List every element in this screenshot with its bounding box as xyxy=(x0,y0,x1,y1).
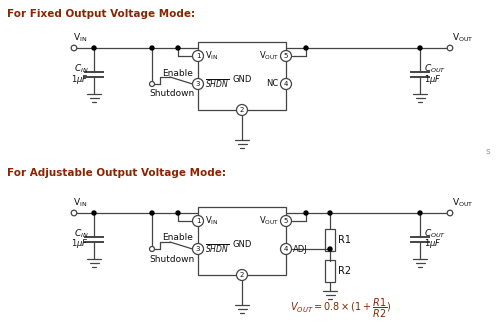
Circle shape xyxy=(192,79,203,89)
Text: For Adjustable Output Voltage Mode:: For Adjustable Output Voltage Mode: xyxy=(7,168,226,178)
Text: 4: 4 xyxy=(284,81,288,87)
Text: $\mathregular{V_{OUT}}$: $\mathregular{V_{OUT}}$ xyxy=(452,31,473,44)
Text: 1: 1 xyxy=(196,53,200,59)
Circle shape xyxy=(280,50,291,61)
Circle shape xyxy=(176,211,180,215)
Circle shape xyxy=(236,105,248,115)
Circle shape xyxy=(71,210,77,216)
Text: 2: 2 xyxy=(240,107,244,113)
Text: $1\mu F$: $1\mu F$ xyxy=(72,238,89,250)
Text: Enable: Enable xyxy=(162,234,193,243)
Text: $\mathregular{V_{IN}}$: $\mathregular{V_{IN}}$ xyxy=(73,196,87,209)
Circle shape xyxy=(418,211,422,215)
Text: $\overline{SHDN}$: $\overline{SHDN}$ xyxy=(205,243,229,255)
Circle shape xyxy=(328,247,332,251)
Circle shape xyxy=(150,46,154,50)
Text: Shutdown: Shutdown xyxy=(149,89,194,98)
Circle shape xyxy=(192,50,203,61)
Circle shape xyxy=(280,244,291,254)
Text: For Fixed Output Voltage Mode:: For Fixed Output Voltage Mode: xyxy=(7,9,195,19)
Circle shape xyxy=(92,211,96,215)
Text: $\mathregular{V_{OUT}}$: $\mathregular{V_{OUT}}$ xyxy=(259,50,279,62)
Text: 3: 3 xyxy=(196,246,200,252)
Circle shape xyxy=(304,46,308,50)
Text: R2: R2 xyxy=(338,266,351,276)
Text: $1\mu F$: $1\mu F$ xyxy=(424,238,442,250)
Circle shape xyxy=(92,46,96,50)
Text: $1\mu F$: $1\mu F$ xyxy=(424,73,442,85)
Text: 5: 5 xyxy=(284,53,288,59)
Text: $\mathregular{V_{IN}}$: $\mathregular{V_{IN}}$ xyxy=(205,215,218,227)
Text: 5: 5 xyxy=(284,218,288,224)
Bar xyxy=(325,260,335,282)
Circle shape xyxy=(150,82,154,86)
Circle shape xyxy=(447,45,453,51)
Circle shape xyxy=(192,244,203,254)
Circle shape xyxy=(150,247,154,251)
Circle shape xyxy=(280,79,291,89)
Text: s: s xyxy=(486,148,490,156)
Text: GND: GND xyxy=(232,75,252,84)
Circle shape xyxy=(304,211,308,215)
Circle shape xyxy=(447,210,453,216)
Text: Shutdown: Shutdown xyxy=(149,254,194,263)
Bar xyxy=(198,42,286,110)
Text: $\mathregular{V_{IN}}$: $\mathregular{V_{IN}}$ xyxy=(205,50,218,62)
Text: 2: 2 xyxy=(240,272,244,278)
Text: $\overline{SHDN}$: $\overline{SHDN}$ xyxy=(205,78,229,90)
Text: $C_{IN}$: $C_{IN}$ xyxy=(74,63,89,75)
Text: 1: 1 xyxy=(196,218,200,224)
Text: $C_{OUT}$: $C_{OUT}$ xyxy=(424,63,446,75)
Bar xyxy=(198,207,286,275)
Circle shape xyxy=(280,215,291,226)
Circle shape xyxy=(236,270,248,280)
Text: $\mathregular{V_{IN}}$: $\mathregular{V_{IN}}$ xyxy=(73,31,87,44)
Text: 4: 4 xyxy=(284,246,288,252)
Circle shape xyxy=(150,211,154,215)
Text: ADJ: ADJ xyxy=(293,245,308,253)
Text: $V_{OUT}=0.8\times(1+\dfrac{R1}{R2})$: $V_{OUT}=0.8\times(1+\dfrac{R1}{R2})$ xyxy=(290,297,392,320)
Text: R1: R1 xyxy=(338,235,351,245)
Text: $\mathregular{V_{OUT}}$: $\mathregular{V_{OUT}}$ xyxy=(259,215,279,227)
Circle shape xyxy=(328,211,332,215)
Circle shape xyxy=(418,46,422,50)
Text: $C_{IN}$: $C_{IN}$ xyxy=(74,228,89,240)
Bar xyxy=(325,229,335,251)
Text: Enable: Enable xyxy=(162,69,193,78)
Circle shape xyxy=(192,215,203,226)
Text: GND: GND xyxy=(232,240,252,249)
Text: 3: 3 xyxy=(196,81,200,87)
Text: $1\mu F$: $1\mu F$ xyxy=(72,73,89,85)
Text: $C_{OUT}$: $C_{OUT}$ xyxy=(424,228,446,240)
Circle shape xyxy=(176,46,180,50)
Text: NC: NC xyxy=(266,80,278,88)
Text: $\mathregular{V_{OUT}}$: $\mathregular{V_{OUT}}$ xyxy=(452,196,473,209)
Circle shape xyxy=(71,45,77,51)
